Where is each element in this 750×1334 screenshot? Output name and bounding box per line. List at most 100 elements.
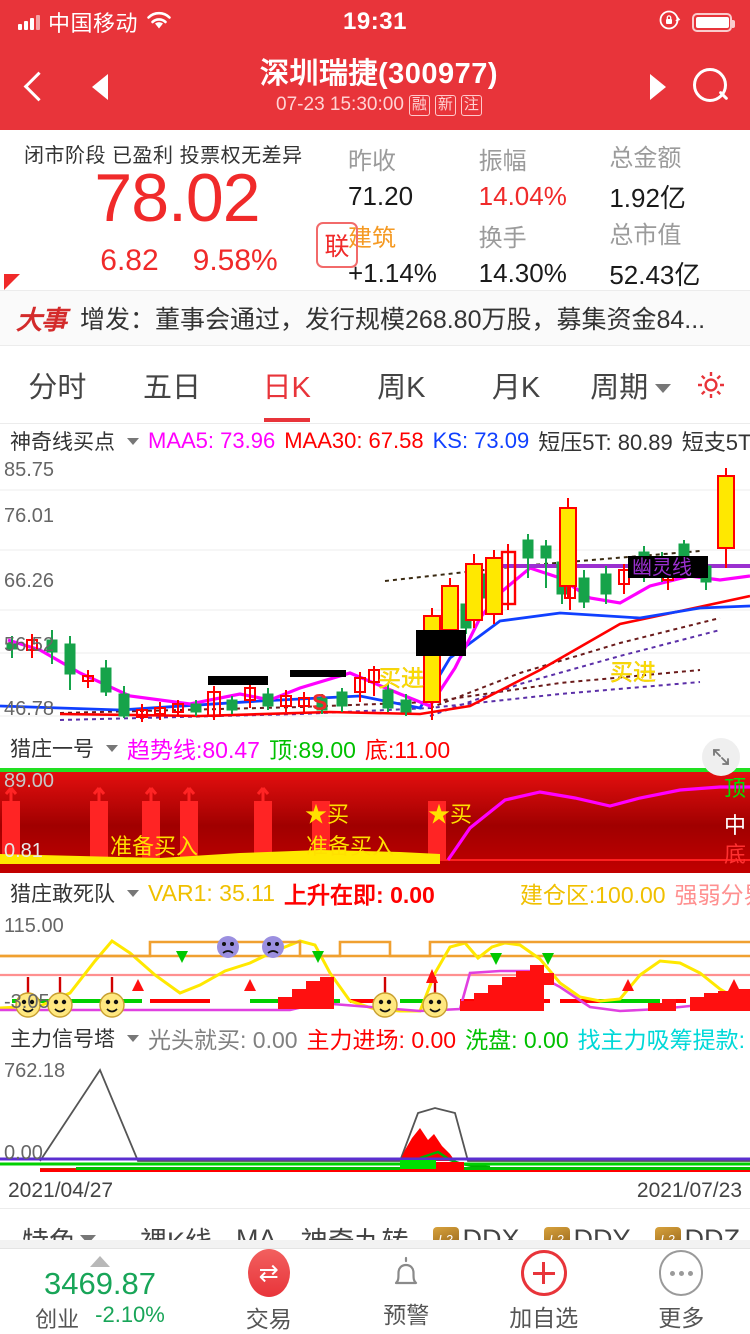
y-axis-label-1: 85.75 [4,459,55,481]
period-tabs: 分时 五日 日K 周K 月K 周期 [0,346,750,424]
svg-text:S: S [312,689,327,715]
indicator-name-lzyh: 猎庄一号 [10,738,94,761]
tab-fenshi[interactable]: 分时 [0,364,115,406]
corner-marker-icon [4,274,20,290]
y-axis-label-4: 56.52 [4,634,55,656]
tab-wuri[interactable]: 五日 [115,364,230,406]
stat-label: 换手 [478,225,527,252]
next-stock-button[interactable] [650,74,666,100]
title-subline: 07-23 15:30:00 融 新 注 [108,94,650,116]
tab-label: 日K [262,371,311,404]
legend-zhaozhulixichou: 找主力吸筹提款: 0.00 [577,1027,750,1053]
legend-ks: KS: 73.09 [432,428,530,453]
stat-label: 昨收 [348,148,396,175]
market-index-widget[interactable]: 3469.87 创业 -2.10% [0,1250,200,1334]
bottom-spacer [0,1240,750,1248]
stat-label: 振幅 [478,148,527,175]
legend-zhulijinchang: 主力进场: 0.00 [306,1027,457,1053]
nav-label: 更多 [658,1305,705,1331]
title-bar: 深圳瑞捷(300977) 07-23 15:30:00 融 新 注 [0,44,750,130]
nav-item-alert[interactable]: 预警 [338,1253,476,1330]
panel-header-kline[interactable]: 神奇线买点 MAA5: 73.96 MAA30: 67.58 KS: 73.09… [0,424,750,458]
stat-cell-zuoshou: 昨收 71.20 [348,138,479,215]
zlxht-y-top: 762.18 [4,1060,66,1082]
date-axis: 2021/04/27 2021/07/23 [0,1173,750,1209]
plus-circle-icon [520,1250,567,1296]
more-icon [659,1250,704,1296]
legend-shangshengzaiji: 上升在即: 0.00 [284,882,435,908]
news-tag: 大事 [16,304,67,335]
zlxht-chart[interactable]: 762.18 0.00 [0,1058,750,1173]
nav-item-add-watchlist[interactable]: 加自选 [475,1250,613,1333]
lzyh-chart[interactable]: ★买 ★买 准备买入 准备买入 89.00 0.81 顶 中 底 [0,738,750,873]
back-button[interactable] [18,70,52,104]
news-banner[interactable]: 大事 增发：董事会通过，发行规模268.80万股，募集资金84... [0,290,750,346]
price-change-pct: 9.58% [192,243,278,277]
legend-di: 底:11.00 [364,737,451,763]
lzgsd-y-top: 115.00 [4,915,64,937]
legend-duanzhi5t: 短支5T: 74.13 [681,430,750,455]
tab-zhouqi[interactable]: 周期 [573,364,688,406]
stat-cell-shizhi: 总市值 52.43亿 [609,215,740,292]
chevron-down-icon [655,384,672,394]
status-bar: 中国移动 19:31 [0,0,750,44]
bottom-bar: 3469.87 创业 -2.10% ⇄ 交易 预警 加自选 更多 [0,1240,750,1334]
lzyh-y-bottom: 0.81 [4,840,43,862]
lzgsd-y-bottom: -3.05 [4,991,50,1013]
settings-gear-icon[interactable] [688,367,734,403]
svg-text:准备买入: 准备买入 [306,834,394,859]
expand-chart-icon[interactable] [702,738,740,776]
legend-var1: VAR1: 35.11 [148,879,276,906]
status-left: 中国移动 [18,6,172,38]
prev-stock-button[interactable] [92,74,108,100]
nav-item-trade[interactable]: ⇄ 交易 [200,1249,338,1334]
rotation-lock-icon [658,8,682,37]
zlxht-y-bottom: 0.00 [4,1142,43,1164]
kline-chart[interactable]: S 买进 买进 幽灵线 85.75 76.01 66.26 56.52 46.7… [0,458,750,728]
exchange-icon: ⇄ [247,1249,290,1297]
stat-label: 总市值 [609,222,682,249]
price-change: 6.82 [100,243,159,277]
search-icon[interactable] [688,65,732,109]
svg-text:准备买入: 准备买入 [110,834,198,859]
badge-rong: 融 [408,94,430,116]
svg-text:★买: ★买 [305,802,349,827]
tab-rik[interactable]: 日K [229,364,344,406]
indicator-name-zlxht: 主力信号塔 [10,1028,115,1051]
panel-header-lzyh[interactable]: 猎庄一号 趋势线:80.47 顶:89.00 底:11.00 [0,728,750,768]
lzyh-label-ding: 顶 [723,776,746,801]
battery-icon [692,12,735,32]
indicator-name-lzgsd: 猎庄敢死队 [10,883,115,906]
current-price: 78.02 [94,160,260,236]
svg-text:买进: 买进 [610,659,656,685]
svg-text:买进: 买进 [378,665,424,691]
tab-yuek[interactable]: 月K [459,364,574,406]
y-axis-label-2: 76.01 [4,505,55,527]
quote-timestamp: 07-23 15:30:00 [276,94,404,116]
legend-ding: 顶:89.00 [268,737,356,763]
index-value: 3469.87 [43,1265,157,1301]
stat-value: 71.20 [348,181,414,211]
carrier-label: 中国移动 [48,11,139,36]
lian-badge[interactable]: 联 [316,222,358,268]
legend-xipan: 洗盘: 0.00 [465,1027,569,1053]
date-start: 2021/04/27 [8,1178,114,1202]
chevron-down-icon [127,889,139,897]
stat-cell-sector[interactable]: 建筑 +1.14% [348,215,479,292]
tab-label: 周K [377,371,426,404]
nav-label: 预警 [383,1302,430,1328]
title-center: 深圳瑞捷(300977) 07-23 15:30:00 融 新 注 [108,58,650,116]
nav-item-more[interactable]: 更多 [613,1250,750,1333]
stat-cell-zhenfu: 振幅 14.04% [479,138,610,215]
tab-zhouk[interactable]: 周K [344,364,459,406]
stat-cell-huanshou: 换手 14.30% [479,215,610,292]
sector-change: +1.14% [348,258,437,288]
legend-jiancangqu: 建仓区:100.00 [519,882,666,908]
panel-header-zlxht[interactable]: 主力信号塔 光头就买: 0.00 主力进场: 0.00 洗盘: 0.00 找主力… [0,1018,750,1058]
badge-xin: 新 [434,94,456,116]
legend-duanya5t: 短压5T: 80.89 [538,430,673,455]
stat-cell-zongjine: 总金额 1.92亿 [609,138,740,215]
panel-header-lzgsd[interactable]: 猎庄敢死队 VAR1: 35.11 上升在即: 0.00 建仓区:100.00 … [0,873,750,913]
lzyh-y-top: 89.00 [4,770,55,792]
lzgsd-chart[interactable]: 115.00 -3.05 [0,913,750,1018]
